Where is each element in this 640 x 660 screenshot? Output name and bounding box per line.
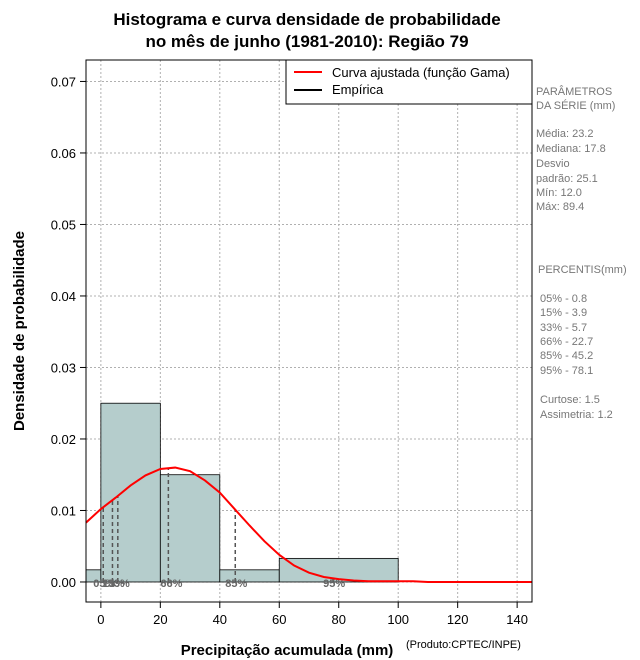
y-tick-label-6: 0.06	[51, 146, 76, 161]
stat-desvio-2: padrão: 25.1	[536, 173, 598, 185]
histogram-bar-1	[100, 402, 161, 583]
x-tick-label-6: 120	[447, 612, 469, 627]
x-axis-ticks: 0 20 40 60 80 100 120 140	[97, 602, 528, 627]
legend-box	[285, 59, 533, 105]
stat-min: Mín: 12.0	[536, 187, 582, 199]
y-tick-label-2: 0.02	[51, 432, 76, 447]
params-title-1: PARÂMETROS	[536, 85, 612, 98]
y-tick-label-1: 0.01	[51, 503, 76, 518]
percentile-label-95%: 95%	[323, 578, 345, 590]
x-tick-label-5: 100	[387, 612, 409, 627]
x-axis-label: Precipitação acumulada (mm)	[181, 642, 394, 659]
percentile-05: 05% - 0.8	[540, 293, 587, 305]
legend-curve-label: Curva ajustada (função Gama)	[332, 65, 510, 80]
y-axis-label: Densidade de probabilidade	[11, 231, 28, 431]
legend: Curva ajustada (função Gama) Empírica	[285, 59, 533, 105]
density-curve-line	[85, 466, 532, 583]
credit-label: (Produto:CPTEC/INPE)	[406, 639, 521, 651]
legend-empirical-label: Empírica	[332, 82, 384, 97]
histogram-bar-4	[278, 557, 399, 583]
stat-mediana: Mediana: 17.8	[536, 143, 606, 155]
chart-title-line-2: no mês de junho (1981-2010): Região 79	[145, 32, 468, 51]
percentile-33: 33% - 5.7	[540, 322, 587, 334]
percentis-title: PERCENTIS(mm)	[538, 264, 627, 276]
percentile-label-15%: 15%	[102, 578, 124, 590]
y-tick-label-4: 0.04	[51, 289, 76, 304]
percentile-label-66%: 66%	[160, 578, 182, 590]
params-title-2: DA SÉRIE (mm)	[536, 99, 615, 112]
x-tick-label-0: 0	[97, 612, 104, 627]
y-tick-label-5: 0.05	[51, 217, 76, 232]
chart-title-line-1: Histograma e curva densidade de probabil…	[113, 10, 500, 29]
stat-curtose: Curtose: 1.5	[540, 394, 600, 406]
x-tick-label-1: 20	[153, 612, 167, 627]
percentile-66: 66% - 22.7	[540, 336, 593, 348]
stat-desvio-1: Desvio	[536, 158, 570, 170]
percentile-15: 15% - 3.9	[540, 307, 587, 319]
y-tick-label-7: 0.07	[51, 74, 76, 89]
percentile-85: 85% - 45.2	[540, 350, 593, 362]
density-curve	[85, 466, 532, 583]
percentile-label-33%: 33%	[108, 578, 130, 590]
histogram-bars	[85, 402, 399, 583]
histogram-bar-2	[159, 474, 221, 583]
x-tick-label-7: 140	[506, 612, 528, 627]
percentile-label-85%: 85%	[225, 578, 247, 590]
stats-panel: PARÂMETROS DA SÉRIE (mm) Média: 23.2 Med…	[536, 85, 627, 421]
stat-max: Máx: 89.4	[536, 201, 584, 213]
x-tick-label-4: 80	[331, 612, 345, 627]
x-tick-label-2: 40	[213, 612, 227, 627]
x-tick-label-3: 60	[272, 612, 286, 627]
percentile-label-05%: 05%	[93, 578, 115, 590]
y-axis-ticks: 0.00 0.01 0.02 0.03 0.04 0.05 0.06 0.07	[51, 74, 86, 590]
percentile-lines: 05%15%33% 66% 85% 95%	[93, 468, 345, 590]
stat-media: Média: 23.2	[536, 128, 593, 140]
y-tick-label-3: 0.03	[51, 360, 76, 375]
stat-assimetria: Assimetria: 1.2	[540, 409, 613, 421]
y-tick-label-0: 0.00	[51, 575, 76, 590]
percentile-95: 95% - 78.1	[540, 365, 593, 377]
